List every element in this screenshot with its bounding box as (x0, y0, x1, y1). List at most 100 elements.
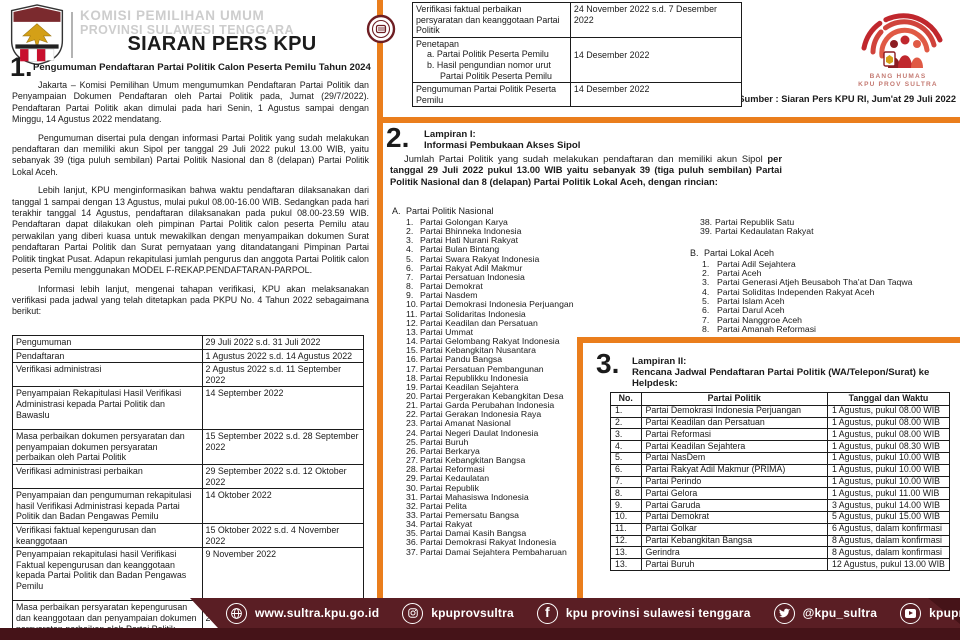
party-number: 3. (406, 235, 414, 246)
party-number: 14. (406, 336, 419, 347)
party-number: 35. (406, 528, 419, 539)
source-note: Sumber : Siaran Pers KPU RI, Jum'at 29 J… (738, 94, 956, 104)
section2-heading-line2: Informasi Pembukaan Akses Sipol (424, 140, 581, 152)
youtube-link[interactable]: kpuprovsultra (900, 602, 960, 624)
schedule-row: Penyampaian dan pengumuman rekapitulasi … (12, 488, 365, 524)
intro-bold: per tanggal 29 Juli 2022 pukul 13.00 WIB… (390, 153, 782, 187)
party-list-item: 26. Partai Berkarya (406, 445, 598, 456)
footer-band (190, 598, 960, 628)
facebook-link[interactable]: f kpu provinsi sulawesi tenggara (536, 602, 751, 624)
party-number: 2. (406, 226, 414, 237)
row-number: 5. (610, 451, 642, 465)
party-list-item: 36. Partai Demokrasi Rakyat Indonesia (406, 538, 598, 547)
twitter-link[interactable]: @kpu_sultra (773, 602, 878, 624)
org-province: PROVINSI SULAWESI TENGGARA (80, 23, 294, 37)
schedule-date: 14 September 2022 (201, 386, 365, 431)
party-name: Partai Soliditas Independen Rakyat Aceh (717, 286, 875, 297)
party-number: 17. (406, 363, 419, 374)
instagram-label: kpuprovsultra (431, 606, 514, 620)
party-name: Partai Persatuan Indonesia (420, 271, 525, 282)
party-list-item: 12. Partai Keadilan dan Persatuan (406, 317, 598, 328)
party-number: 16. (406, 354, 419, 365)
party-name: Partai Generasi Atjeh Beusaboh Tha'at Da… (717, 277, 913, 288)
party-list-item: 31. Partai Mahasiswa Indonesia (406, 491, 598, 502)
party-name: Partai Amanat Nasional (420, 418, 511, 429)
row-party: Partai Rakyat Adil Makmur (PRIMA) (640, 463, 828, 477)
schedule-row: Verifikasi faktual perbaikan persyaratan… (412, 2, 743, 38)
footer-social-links: www.sultra.kpu.go.id kpuprovsultra f kpu… (226, 601, 960, 625)
footer-bottom-strip (0, 628, 960, 640)
party-number: 22. (406, 409, 419, 420)
schedule-date: 14 Desember 2022 (569, 36, 743, 84)
schedule-date: 1 Agustus 2022 s.d. 14 Agustus 2022 (201, 348, 365, 364)
party-name: Partai Bulan Bintang (420, 244, 500, 255)
party-name: Partai Adil Sejahtera (717, 258, 796, 269)
party-list-item: 6. Partai Rakyat Adil Makmur (406, 263, 598, 273)
org-name: KOMISI PEMILIHAN UMUM (80, 8, 265, 23)
schedule-row: Pendaftaran 1 Agustus 2022 s.d. 14 Agust… (12, 348, 365, 364)
row-number: 2. (610, 416, 642, 430)
party-list-item: 32. Partai Pelita (406, 501, 598, 511)
row-number: 1. (610, 404, 642, 418)
party-number: 18. (406, 372, 419, 383)
schedule-date: 15 Oktober 2022 s.d. 4 November 2022 (201, 522, 365, 549)
party-list-item: 39. Partai Kedaulatan Rakyat (700, 226, 952, 236)
party-number: 12. (406, 317, 419, 328)
party-name: Partai Berkarya (420, 445, 480, 456)
table-row: 4. Partai Keadilan Sejahtera 1 Agustus, … (610, 440, 951, 453)
row-time: 1 Agustus, pukul 08.00 WIB (826, 416, 951, 430)
party-list-item: 10. Partai Demokrasi Indonesia Perjuanga… (406, 300, 598, 309)
aceh-parties-list: 1. Partai Adil Sejahtera 2. Partai Aceh … (690, 258, 952, 334)
party-list-item: 1. Partai Adil Sejahtera (702, 258, 952, 269)
row-number: 10. (610, 510, 642, 524)
bang-humas-logo: BANG HUMAS KPU PROV SULTRA (846, 6, 950, 94)
table-row: 10. Partai Demokrat 5 Agustus, pukul 15.… (610, 510, 951, 524)
divider-section3-top (577, 337, 960, 343)
website-link[interactable]: www.sultra.kpu.go.id (226, 602, 380, 624)
party-name: Partai Golongan Karya (420, 217, 508, 227)
party-name: Partai Hati Nurani Rakyat (420, 235, 519, 246)
header-divider (71, 12, 73, 58)
party-list-item: 14. Partai Gelombang Rakyat Indonesia (406, 336, 598, 347)
party-name: Partai Buruh (420, 436, 469, 447)
table-row: 13. Gerindra 8 Agustus, dalam konfirmasi (610, 546, 951, 560)
party-name: Partai Gelombang Rakyat Indonesia (420, 336, 560, 347)
youtube-icon (900, 602, 922, 624)
party-number: 19. (406, 381, 419, 392)
schedule-row: Penetapan a. Partai Politik Peserta Pemi… (412, 36, 743, 84)
party-list-item: 38. Partai Republik Satu (700, 217, 952, 227)
row-number: 6. (610, 463, 642, 477)
divider-vertical-left (377, 0, 383, 604)
org-watermark: KOMISI PEMILIHAN UMUM PROVINSI SULAWESI … (80, 8, 294, 38)
party-list-item: 3. Partai Generasi Atjeh Beusaboh Tha'at… (702, 277, 952, 288)
schedule-substage-b: b. Hasil pengundian nomor urut Partai Po… (427, 59, 552, 81)
row-party: Partai Reformasi (640, 428, 828, 442)
party-name: Partai Gerakan Indonesia Raya (420, 409, 542, 420)
row-party: Partai Demokrat (640, 510, 828, 524)
row-time: 1 Agustus, pukul 10.00 WIB (826, 463, 951, 477)
instagram-link[interactable]: kpuprovsultra (402, 602, 514, 624)
party-name: Partai Mahasiswa Indonesia (420, 491, 529, 502)
party-list-item: 15. Partai Kebangkitan Nusantara (406, 346, 598, 355)
party-name: Partai Reformasi (420, 464, 485, 475)
schedule-stage: Masa perbaikan dokumen persyaratan dan p… (12, 429, 203, 465)
row-time: 5 Agustus, pukul 15.00 WIB (826, 510, 951, 524)
party-number: 31. (406, 491, 419, 502)
party-list-item: 30. Partai Republik (406, 483, 598, 493)
party-number: 24. (406, 427, 419, 438)
verification-schedule-table-continued: Verifikasi faktual perbaikan persyaratan… (412, 2, 743, 108)
party-number: 1. (702, 258, 710, 269)
website-label: www.sultra.kpu.go.id (255, 606, 380, 620)
row-party: Partai NasDem (640, 451, 828, 465)
party-list-item: 18. Partai Republikku Indonesia (406, 372, 598, 383)
party-name: Partai Swara Rakyat Indonesia (420, 253, 540, 264)
party-number: 10. (406, 299, 419, 310)
schedule-stage: Verifikasi administrasi (12, 362, 203, 388)
party-list-item: 1. Partai Golongan Karya (406, 217, 598, 227)
party-list-item: 4. Partai Soliditas Independen Rakyat Ac… (702, 286, 952, 297)
party-number: 7. (406, 271, 414, 282)
section3-number: 3. (596, 348, 620, 379)
paragraph: Pengumuman disertai pula dengan informas… (12, 132, 369, 177)
party-name: Partai Damai Sejahtera Pembaharuan (420, 546, 567, 557)
